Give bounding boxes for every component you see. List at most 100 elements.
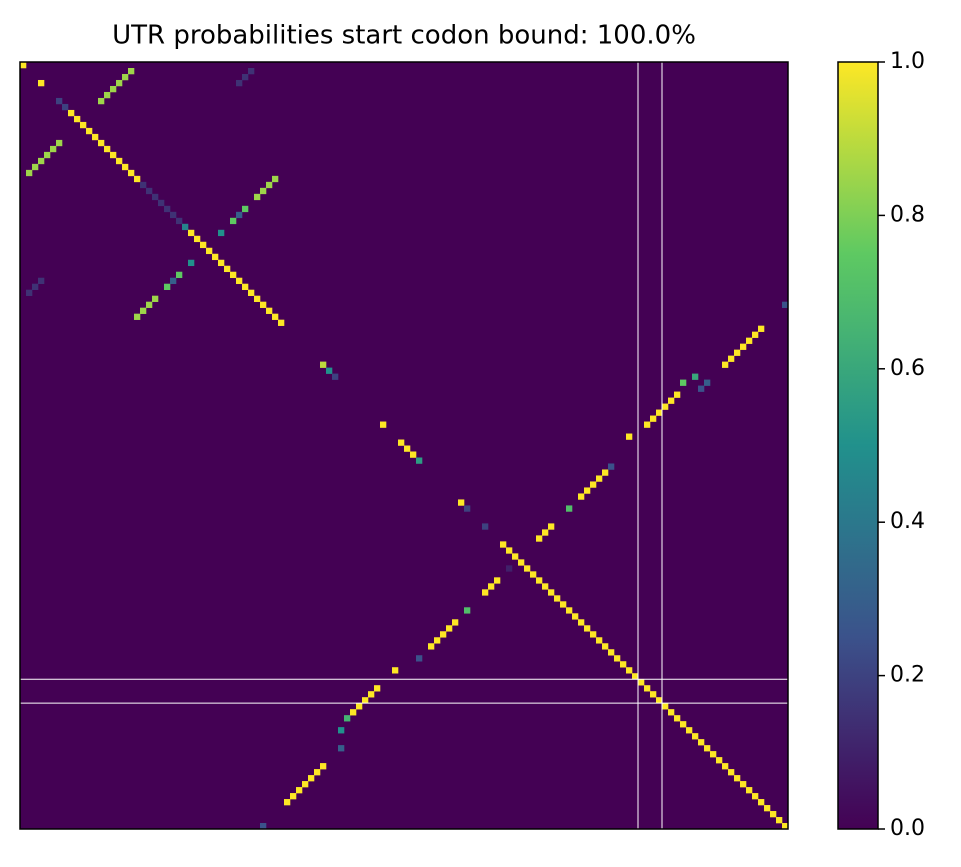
colorbar-tick-label: 1.0 — [890, 49, 925, 74]
heatmap-cell — [56, 97, 63, 105]
heatmap-cell — [416, 457, 423, 464]
heatmap-cell — [68, 109, 75, 117]
heatmap-cell — [656, 697, 663, 704]
heatmap-cell — [248, 289, 255, 296]
heatmap-cell — [164, 283, 171, 291]
heatmap-cell — [716, 757, 723, 764]
heatmap-cell — [776, 817, 783, 824]
heatmap-cell — [626, 433, 633, 440]
heatmap-cell — [164, 205, 171, 213]
heatmap-cell — [578, 493, 585, 500]
heatmap-cell — [236, 211, 243, 219]
heatmap-cell — [494, 577, 501, 584]
heatmap-cell — [104, 91, 111, 99]
heatmap-cell — [530, 571, 537, 578]
heatmap-cell — [566, 505, 573, 512]
heatmap-cell — [278, 319, 285, 326]
heatmap-cell — [674, 715, 681, 722]
heatmap-cell — [272, 313, 279, 320]
heatmap-cell — [230, 217, 237, 225]
heatmap-cell — [218, 259, 225, 267]
heatmap-cell — [26, 169, 33, 177]
heatmap-cell — [254, 295, 261, 302]
heatmap-cell — [722, 763, 729, 770]
heatmap-cell — [536, 577, 543, 584]
heatmap-cell — [698, 739, 705, 746]
heatmap-cell — [320, 763, 327, 770]
heatmap-cell — [290, 793, 297, 800]
heatmap-cell — [224, 265, 231, 273]
heatmap-cell — [338, 727, 345, 734]
heatmap-cell — [176, 271, 183, 279]
heatmap-cell — [674, 391, 681, 398]
heatmap-cell — [560, 601, 567, 608]
heatmap-cell — [752, 331, 759, 338]
heatmap-cell — [482, 523, 489, 530]
heatmap-cell — [254, 193, 261, 201]
heatmap-cell — [734, 349, 741, 356]
heatmap-cell — [134, 175, 141, 183]
heatmap-cell — [602, 643, 609, 650]
heatmap-cell — [740, 781, 747, 788]
heatmap-cell — [110, 85, 117, 93]
heatmap-cell — [752, 793, 759, 800]
heatmap-cell — [596, 637, 603, 644]
heatmap-cell — [218, 229, 225, 237]
heatmap-cell — [140, 307, 147, 314]
heatmap-cell — [392, 667, 399, 674]
heatmap-cell — [656, 409, 663, 416]
heatmap-cell — [542, 583, 549, 590]
heatmap-cell — [554, 595, 561, 602]
heatmap-cell — [188, 259, 195, 267]
heatmap-cell — [506, 565, 513, 572]
heatmap-cell — [416, 655, 423, 662]
heatmap-cell — [236, 79, 243, 87]
heatmap-cell — [590, 481, 597, 488]
heatmap-cell — [140, 181, 147, 189]
heatmap-cell — [506, 547, 513, 554]
heatmap-cell — [710, 751, 717, 758]
heatmap-cell — [170, 277, 177, 285]
heatmap-cell — [662, 703, 669, 710]
heatmap-cell — [512, 553, 519, 560]
heatmap-cell — [782, 301, 789, 308]
heatmap-cell — [38, 277, 45, 285]
heatmap-cell — [260, 301, 267, 308]
heatmap-cell — [638, 679, 645, 686]
heatmap-cell — [548, 523, 555, 530]
heatmap-cell — [92, 133, 99, 141]
colorbar-tick-label: 0.2 — [890, 663, 925, 688]
heatmap-cell — [296, 787, 303, 794]
heatmap-cell — [464, 505, 471, 512]
heatmap-cell — [98, 139, 105, 147]
heatmap-cell — [458, 499, 465, 506]
heatmap-cell — [146, 187, 153, 195]
heatmap-cell — [662, 403, 669, 410]
heatmap-cell — [692, 733, 699, 740]
chart-title: UTR probabilities start codon bound: 100… — [112, 21, 696, 51]
colorbar-tick-label: 0.6 — [890, 356, 925, 381]
heatmap-cell — [122, 163, 129, 171]
heatmap-cell — [440, 631, 447, 638]
heatmap-cell — [194, 235, 201, 243]
heatmap-cell — [212, 253, 219, 261]
heatmap-cell — [620, 661, 627, 668]
colorbar — [837, 61, 879, 830]
heatmap-cell — [86, 127, 93, 135]
heatmap-cell — [758, 325, 765, 332]
heatmap-cell — [584, 487, 591, 494]
heatmap-cell — [248, 67, 255, 75]
heatmap-cell — [128, 67, 135, 75]
heatmap-cell — [230, 271, 237, 279]
heatmap-cell — [626, 667, 633, 674]
heatmap-cell — [350, 709, 357, 716]
heatmap-cell — [20, 62, 27, 69]
heatmap-cell — [608, 649, 615, 656]
heatmap-cell — [260, 823, 267, 830]
heatmap-cell — [134, 313, 141, 320]
heatmap-cell — [266, 181, 273, 189]
heatmap-cell — [284, 799, 291, 806]
heatmap-cell — [728, 355, 735, 362]
heatmap-cell — [518, 559, 525, 566]
